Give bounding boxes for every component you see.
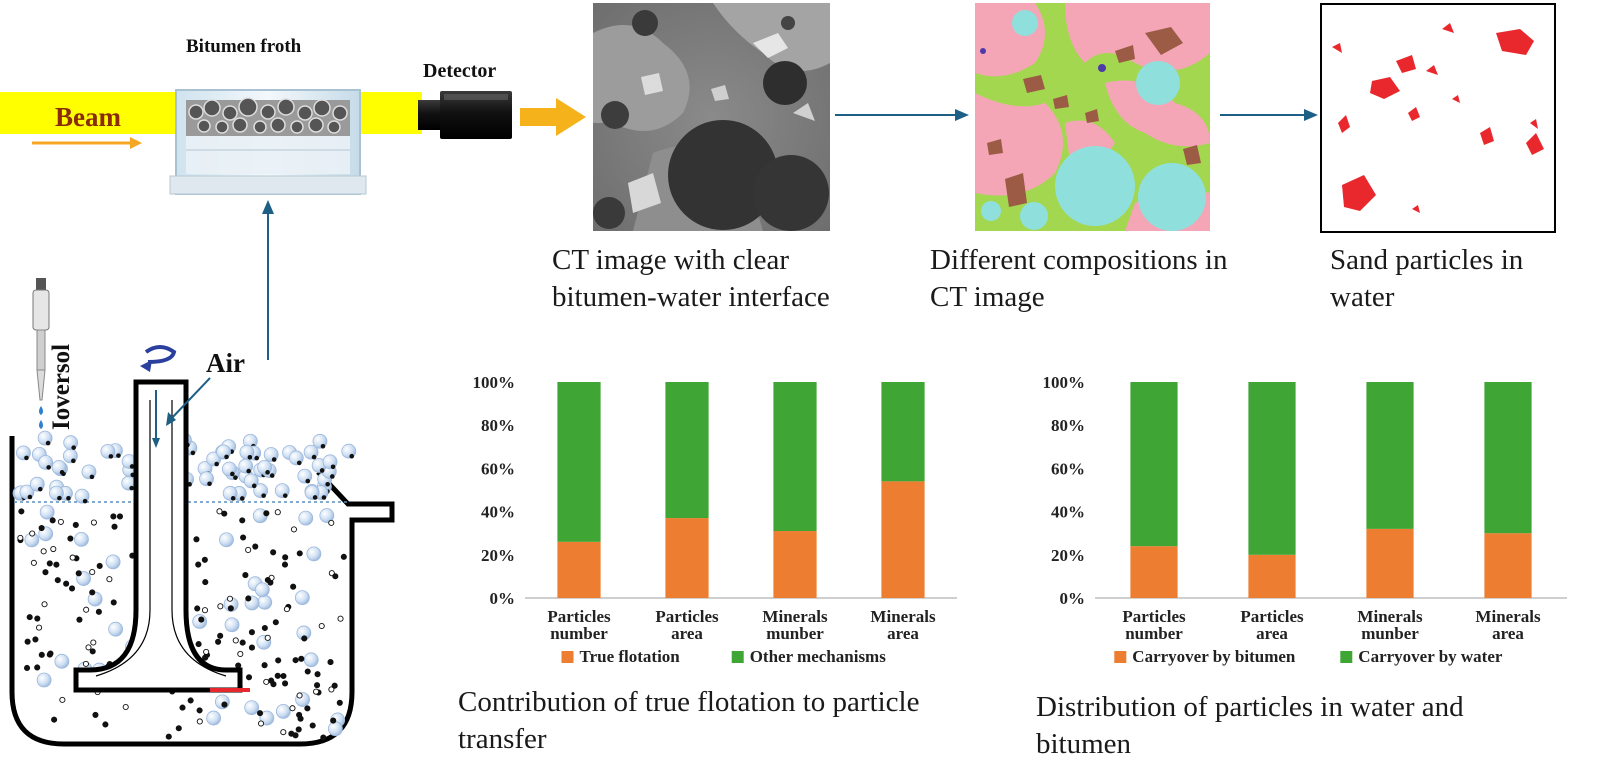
category-label: Minerals area (1475, 607, 1541, 643)
bar-segment (1130, 382, 1178, 547)
bar-segment (1248, 382, 1296, 555)
chart-true-flotation: 0% 20% 40% 60% 80% 100% Particles number Particl… (473, 373, 957, 666)
legend-label: Carryover by bitumen (1132, 647, 1296, 666)
ct-to-composition-arrow (835, 109, 969, 121)
category-label: Particles number (547, 607, 611, 643)
detector-label: Detector (423, 60, 497, 82)
legend-swatch (1114, 651, 1127, 663)
bar-segment (773, 531, 817, 598)
flotation-tank-diagram (9, 278, 395, 747)
category-label: Minerals area (870, 607, 936, 643)
chart-carryover-distribution: 0% 20% 40% 60% 80% 100% Particles number Particl… (1043, 373, 1567, 666)
y-tick-label: 40% (1051, 503, 1085, 522)
y-tick-label: 40% (481, 503, 515, 522)
legend-swatch (731, 651, 744, 663)
bar-segment (665, 518, 709, 598)
chart1-caption: Contribution of true flotation to partic… (458, 686, 920, 755)
composition-to-sand-arrow (1220, 109, 1318, 121)
y-tick-label: 100% (1043, 373, 1086, 392)
sand-caption: Sand particles in water (1330, 244, 1524, 313)
to-ct-arrow (520, 98, 586, 136)
sand-particles-map (1320, 3, 1556, 233)
beam-label: Beam (55, 102, 121, 132)
legend-swatch (561, 651, 574, 663)
legend-label: Other mechanisms (750, 647, 887, 666)
category-label: Particles area (655, 607, 719, 643)
bar-segment (1484, 533, 1532, 598)
bar-segment (881, 481, 925, 598)
ct-image-caption: CT image with clear bitumen-water interf… (552, 244, 830, 313)
category-label: Particles number (1122, 607, 1186, 643)
ioversol-label: Ioversol (48, 343, 75, 430)
y-tick-label: 0% (1060, 589, 1086, 608)
bar-segment (881, 382, 925, 482)
legend-label: Carryover by water (1358, 647, 1503, 666)
y-tick-label: 20% (481, 546, 515, 565)
pipette-icon (32, 278, 50, 429)
bar-segment (1248, 554, 1296, 598)
category-label: Particles area (1240, 607, 1304, 643)
y-tick-label: 100% (473, 373, 516, 392)
froth-cell (169, 89, 367, 195)
category-label: Minerals munber (762, 607, 828, 643)
bar-segment (773, 382, 817, 532)
y-tick-label: 60% (481, 459, 515, 478)
bar-segment (557, 541, 601, 598)
legend-swatch (1340, 651, 1353, 663)
xray-setup-diagram (0, 89, 586, 360)
bitumen-froth-label: Bitumen froth (186, 36, 302, 57)
chart-legend: Carryover by bitumen Carryover by water (1114, 647, 1503, 666)
bar-segment (1366, 382, 1414, 529)
air-label: Air (206, 348, 245, 378)
bar-segment (665, 382, 709, 519)
y-tick-label: 80% (481, 416, 515, 435)
chart2-caption: Distribution of particles in water and b… (1036, 691, 1464, 760)
category-label: Minerals munber (1357, 607, 1423, 643)
bar-segment (1130, 546, 1178, 598)
y-tick-label: 20% (1051, 546, 1085, 565)
chart-legend: True flotation Other mechanisms (561, 647, 887, 666)
detector (418, 91, 512, 139)
bar-segment (1484, 382, 1532, 534)
y-tick-label: 80% (1051, 416, 1085, 435)
bar-segment (557, 382, 601, 542)
legend-label: True flotation (580, 647, 681, 666)
y-tick-label: 60% (1051, 459, 1085, 478)
ct-image (593, 3, 830, 231)
composition-caption: Different compositions in CT image (930, 244, 1228, 313)
composition-map (975, 3, 1210, 231)
bar-segment (1366, 528, 1414, 598)
y-tick-label: 0% (490, 589, 516, 608)
